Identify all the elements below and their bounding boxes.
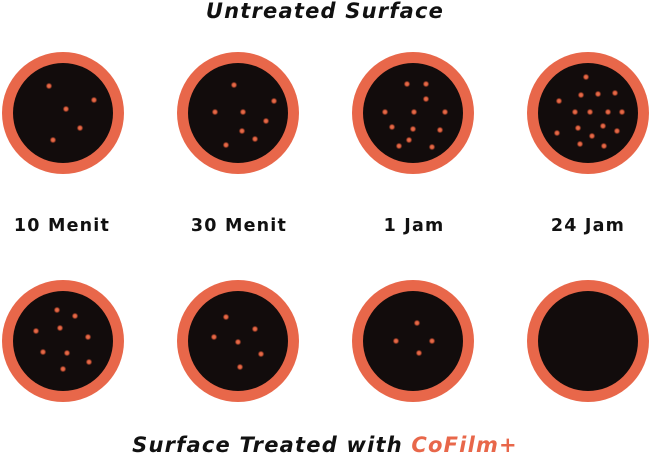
bacteria-colony bbox=[63, 349, 71, 357]
bacteria-colony bbox=[32, 327, 40, 335]
bacteria-colony bbox=[588, 132, 596, 140]
bacteria-colony bbox=[251, 135, 259, 143]
bacteria-colony bbox=[604, 108, 612, 116]
bacteria-colony bbox=[210, 333, 218, 341]
bacteria-colony bbox=[76, 124, 84, 132]
bacteria-colony bbox=[428, 337, 436, 345]
treated-surface-title: Surface Treated with CoFilm+ bbox=[0, 433, 650, 457]
bacteria-colony bbox=[413, 319, 421, 327]
time-label-1-jam: 1 Jam bbox=[383, 216, 445, 236]
untreated-dish-2 bbox=[177, 52, 299, 174]
bacteria-colony bbox=[56, 324, 64, 332]
time-label-10-menit: 10 Menit bbox=[13, 216, 111, 236]
bacteria-colony bbox=[90, 96, 98, 104]
untreated-dish-1 bbox=[2, 52, 124, 174]
treated-surface-title-text: Surface Treated with bbox=[132, 433, 412, 457]
time-label-24-jam: 24 Jam bbox=[550, 216, 626, 236]
bacteria-colony bbox=[211, 108, 219, 116]
bacteria-colony bbox=[45, 82, 53, 90]
bacteria-colony bbox=[59, 365, 67, 373]
bacteria-colony bbox=[577, 91, 585, 99]
cofilm-brand-name: CoFilm+ bbox=[411, 433, 518, 457]
bacteria-colony bbox=[422, 80, 430, 88]
dish-agar bbox=[538, 291, 638, 391]
bacteria-colony bbox=[553, 129, 561, 137]
bacteria-colony bbox=[403, 80, 411, 88]
bacteria-colony bbox=[53, 306, 61, 314]
bacteria-colony bbox=[236, 363, 244, 371]
bacteria-colony bbox=[388, 123, 396, 131]
bacteria-colony bbox=[436, 126, 444, 134]
bacteria-colony bbox=[230, 81, 238, 89]
bacteria-colony bbox=[251, 325, 259, 333]
bacteria-colony bbox=[49, 136, 57, 144]
treated-dish-3 bbox=[352, 280, 474, 402]
bacteria-colony bbox=[239, 108, 247, 116]
bacteria-colony bbox=[441, 108, 449, 116]
bacteria-colony bbox=[71, 312, 79, 320]
bacteria-colony bbox=[582, 73, 590, 81]
bacteria-colony bbox=[600, 142, 608, 150]
bacteria-colony bbox=[613, 127, 621, 135]
bacteria-colony bbox=[586, 108, 594, 116]
bacteria-colony bbox=[574, 124, 582, 132]
dish-agar bbox=[363, 291, 463, 391]
bacteria-colony bbox=[410, 108, 418, 116]
bacteria-colony bbox=[599, 122, 607, 130]
bacteria-colony bbox=[618, 108, 626, 116]
bacteria-colony bbox=[257, 350, 265, 358]
bacteria-colony bbox=[555, 97, 563, 105]
bacteria-colony bbox=[39, 348, 47, 356]
bacteria-colony bbox=[611, 89, 619, 97]
bacteria-colony bbox=[576, 140, 584, 148]
bacteria-colony bbox=[62, 105, 70, 113]
bacteria-colony bbox=[270, 97, 278, 105]
bacteria-colony bbox=[234, 338, 242, 346]
bacteria-colony bbox=[428, 143, 436, 151]
bacteria-colony bbox=[262, 117, 270, 125]
bacteria-colony bbox=[85, 358, 93, 366]
dish-agar bbox=[188, 63, 288, 163]
bacteria-colony bbox=[405, 136, 413, 144]
treated-dish-4 bbox=[527, 280, 649, 402]
bacteria-colony bbox=[392, 337, 400, 345]
bacteria-colony bbox=[415, 349, 423, 357]
untreated-dish-3 bbox=[352, 52, 474, 174]
bacteria-colony bbox=[84, 333, 92, 341]
bacteria-colony bbox=[222, 141, 230, 149]
bacteria-colony bbox=[381, 108, 389, 116]
bacteria-colony bbox=[594, 90, 602, 98]
treated-dish-2 bbox=[177, 280, 299, 402]
dish-agar bbox=[13, 63, 113, 163]
untreated-surface-title: Untreated Surface bbox=[205, 0, 445, 23]
bacteria-colony bbox=[571, 108, 579, 116]
treated-dish-1 bbox=[2, 280, 124, 402]
untreated-dish-4 bbox=[527, 52, 649, 174]
bacteria-colony bbox=[222, 313, 230, 321]
bacteria-colony bbox=[238, 127, 246, 135]
bacteria-colony bbox=[409, 125, 417, 133]
time-label-30-menit: 30 Menit bbox=[190, 216, 288, 236]
bacteria-colony bbox=[395, 142, 403, 150]
bacteria-colony bbox=[422, 95, 430, 103]
dish-agar bbox=[13, 291, 113, 391]
